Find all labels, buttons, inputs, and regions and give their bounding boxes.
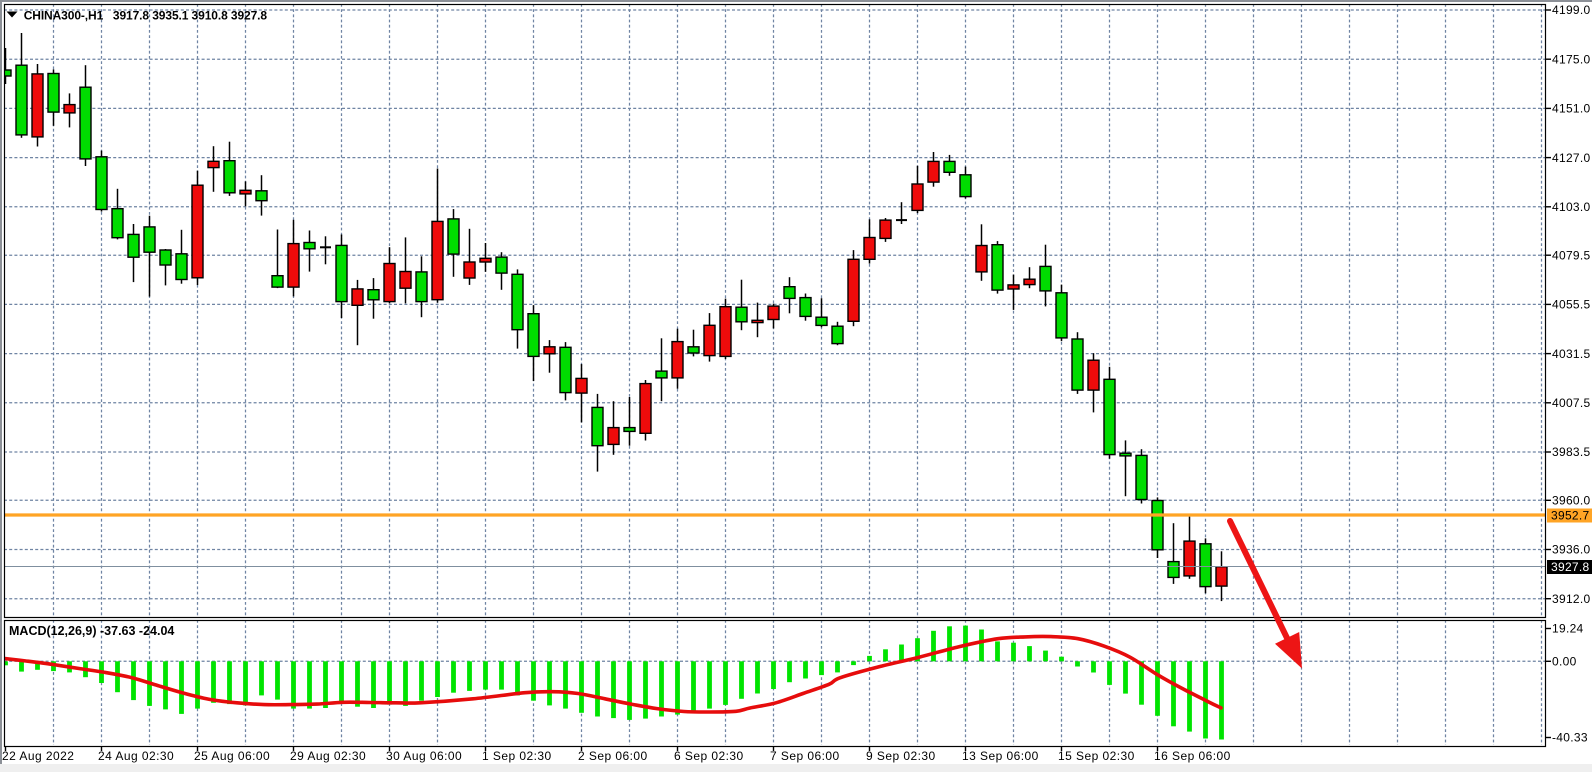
svg-text:3983.5: 3983.5 bbox=[1552, 445, 1591, 459]
svg-text:2 Sep 06:00: 2 Sep 06:00 bbox=[578, 749, 648, 763]
svg-text:22 Aug 2022: 22 Aug 2022 bbox=[2, 749, 74, 763]
svg-text:25 Aug 06:00: 25 Aug 06:00 bbox=[194, 749, 270, 763]
svg-text:3960.0: 3960.0 bbox=[1552, 494, 1591, 508]
svg-text:4055.5: 4055.5 bbox=[1552, 298, 1591, 312]
svg-text:MACD(12,26,9) -37.63 -24.04: MACD(12,26,9) -37.63 -24.04 bbox=[9, 624, 174, 638]
svg-text:4007.5: 4007.5 bbox=[1552, 396, 1591, 410]
svg-text:30 Aug 06:00: 30 Aug 06:00 bbox=[386, 749, 462, 763]
svg-text:13 Sep 06:00: 13 Sep 06:00 bbox=[962, 749, 1039, 763]
svg-text:-40.33: -40.33 bbox=[1552, 731, 1588, 745]
svg-text:3936.0: 3936.0 bbox=[1552, 543, 1591, 557]
svg-text:6 Sep 02:30: 6 Sep 02:30 bbox=[674, 749, 744, 763]
svg-text:7 Sep 06:00: 7 Sep 06:00 bbox=[770, 749, 840, 763]
svg-text:3912.0: 3912.0 bbox=[1552, 592, 1591, 606]
svg-text:4079.5: 4079.5 bbox=[1552, 248, 1591, 262]
svg-text:24 Aug 02:30: 24 Aug 02:30 bbox=[98, 749, 174, 763]
svg-text:29 Aug 02:30: 29 Aug 02:30 bbox=[290, 749, 366, 763]
svg-text:4199.0: 4199.0 bbox=[1552, 3, 1591, 17]
svg-text:4103.0: 4103.0 bbox=[1552, 200, 1591, 214]
svg-text:4031.5: 4031.5 bbox=[1552, 347, 1591, 361]
svg-text:1 Sep 02:30: 1 Sep 02:30 bbox=[482, 749, 552, 763]
svg-text:4127.0: 4127.0 bbox=[1552, 151, 1591, 165]
svg-text:3952.7: 3952.7 bbox=[1551, 509, 1590, 523]
svg-text:15 Sep 02:30: 15 Sep 02:30 bbox=[1058, 749, 1135, 763]
svg-text:0.00: 0.00 bbox=[1552, 655, 1577, 669]
svg-text:4151.0: 4151.0 bbox=[1552, 102, 1591, 116]
svg-text:CHINA300-,H1 3917.8 3935.1 3: CHINA300-,H1 3917.8 3935.1 3910.8 3927.8 bbox=[24, 9, 268, 23]
svg-text:19.24: 19.24 bbox=[1552, 622, 1584, 636]
svg-text:16 Sep 06:00: 16 Sep 06:00 bbox=[1154, 749, 1231, 763]
svg-text:9 Sep 02:30: 9 Sep 02:30 bbox=[866, 749, 936, 763]
svg-text:4175.0: 4175.0 bbox=[1552, 52, 1591, 66]
svg-text:3927.8: 3927.8 bbox=[1551, 560, 1590, 574]
